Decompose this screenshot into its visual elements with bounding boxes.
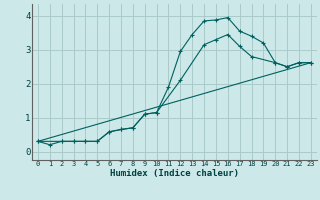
X-axis label: Humidex (Indice chaleur): Humidex (Indice chaleur) xyxy=(110,169,239,178)
